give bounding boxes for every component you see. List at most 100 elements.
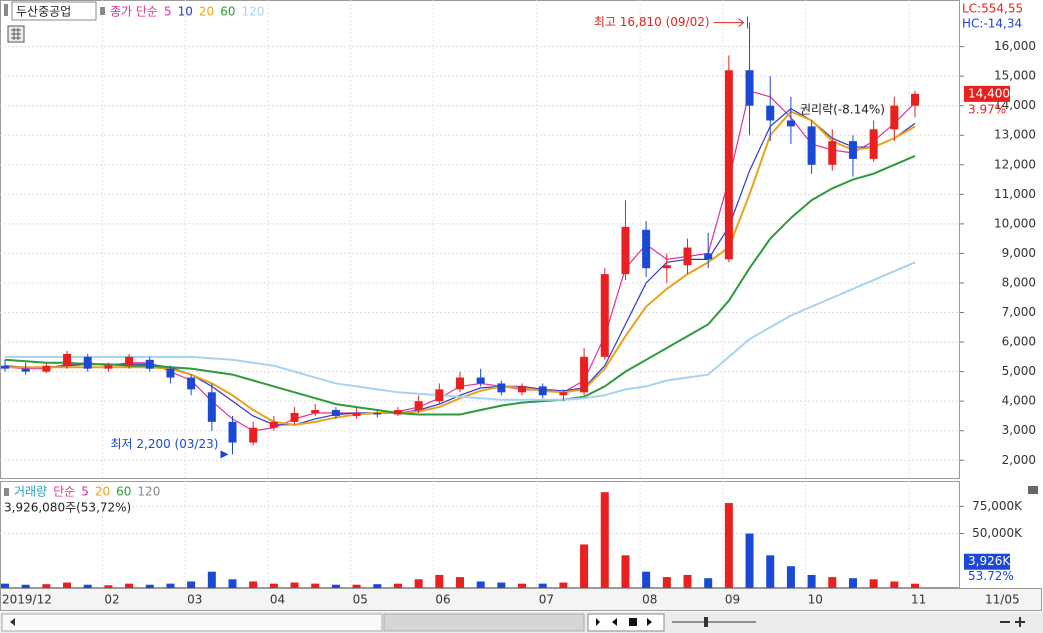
- candle-body: [456, 377, 464, 390]
- grid-icon-lines: [11, 28, 21, 40]
- volume-bar: [476, 581, 485, 588]
- ma-line: [5, 110, 916, 426]
- candle-body: [42, 365, 51, 372]
- volume-bar: [125, 583, 134, 588]
- candle-body: [311, 410, 320, 413]
- x-tick-label: 2019/12: [2, 593, 52, 607]
- scroll-left[interactable]: [10, 618, 15, 626]
- y-tick-label: 7,000: [1002, 305, 1036, 319]
- change-label: 3.97%: [968, 102, 1006, 116]
- candle-body: [228, 421, 237, 443]
- candle-body: [828, 141, 837, 165]
- volume-bar: [538, 583, 547, 588]
- candle-body: [83, 356, 92, 369]
- volume-bar: [207, 571, 216, 588]
- volume-bar: [352, 584, 361, 588]
- candle-body: [662, 265, 671, 269]
- legend-entry: 거래량: [14, 485, 47, 499]
- volume-bar: [83, 584, 92, 588]
- candle-body: [683, 247, 692, 266]
- lc-label: LC:554,55: [962, 2, 1023, 16]
- stock-marker: [4, 4, 8, 16]
- candle-body: [621, 226, 630, 275]
- candle-body: [580, 356, 589, 393]
- volume-bar: [311, 583, 320, 588]
- candle-body: [63, 353, 72, 366]
- y-tick-label: 3,000: [1002, 423, 1036, 437]
- volume-bar: [187, 581, 196, 588]
- candle-body: [704, 253, 713, 260]
- volume-tag: [964, 553, 1010, 570]
- candle-body: [476, 377, 485, 384]
- nav-forward[interactable]: [647, 618, 652, 626]
- candle-body: [290, 412, 299, 422]
- nav-box[interactable]: [587, 613, 665, 632]
- candle-body: [414, 401, 423, 411]
- candle-body: [249, 427, 258, 443]
- volume-bar: [290, 582, 299, 588]
- volume-bar: [724, 503, 733, 588]
- candle-body: [125, 356, 134, 366]
- volume-bar: [331, 584, 340, 588]
- volume-bar: [249, 581, 258, 588]
- volume-bar: [1, 583, 9, 588]
- ma-line: [4, 155, 916, 416]
- y-tick-label: 15,000: [994, 69, 1036, 83]
- high-annotation: 최고 16,810 (09/02): [594, 15, 710, 29]
- x-tick-label: 09: [725, 593, 740, 607]
- legend-entry: 120: [241, 5, 264, 19]
- volume-bar: [745, 533, 754, 588]
- candle-body: [911, 93, 919, 106]
- low-annotation: 최저 2,200 (03/23): [110, 437, 218, 451]
- stock-name[interactable]: 두산중공업: [16, 5, 71, 19]
- volume-bar: [621, 555, 630, 588]
- nav-stop[interactable]: [629, 618, 637, 626]
- zoom-in[interactable]: [1015, 617, 1025, 627]
- scrollbar[interactable]: [1, 613, 383, 632]
- candle-body: [848, 141, 857, 159]
- volume-bar: [662, 577, 671, 588]
- stock-box[interactable]: [11, 1, 97, 21]
- volume-bar: [456, 577, 464, 588]
- candle-body: [807, 126, 816, 165]
- legend-entry: 60: [116, 485, 131, 499]
- nav-next[interactable]: [596, 618, 600, 626]
- volume-summary: 3,926,080주(53,72%): [4, 501, 131, 515]
- volume-bar: [683, 574, 692, 588]
- y-tick-label: 8,000: [1002, 275, 1036, 289]
- volume-bar: [911, 583, 919, 588]
- volume-bar: [373, 584, 382, 588]
- volume-bar: [414, 579, 423, 588]
- volume-bar: [228, 579, 237, 588]
- x-tick-label: 07: [539, 593, 554, 607]
- candle-body: [600, 274, 609, 357]
- legend-entry: 5: [164, 5, 172, 19]
- legend-entry: 단순: [53, 485, 75, 499]
- price-tag-label: 14,400: [968, 86, 1010, 100]
- panel-button[interactable]: [1028, 486, 1038, 494]
- candle-body: [187, 377, 196, 390]
- x-tick-label: 04: [270, 593, 285, 607]
- x-tick-label: 02: [104, 593, 119, 607]
- legend-entry: 20: [199, 5, 214, 19]
- volume-tag-label: 3,926K: [968, 554, 1011, 568]
- volume-ratio: 53.72%: [968, 569, 1014, 583]
- x-tick-label: 06: [435, 593, 450, 607]
- candle-body: [745, 70, 754, 106]
- candle-body: [497, 383, 506, 393]
- y-tick-label: 5,000: [1002, 364, 1036, 378]
- x-tick-label: 03: [187, 593, 202, 607]
- legend-entry: 10: [178, 5, 193, 19]
- y-tick-label: 4,000: [1002, 394, 1036, 408]
- legend-entry: 120: [137, 485, 160, 499]
- volume-bar: [393, 583, 402, 588]
- zoom-handle[interactable]: [704, 617, 708, 627]
- x-tick-label: 10: [808, 593, 823, 607]
- volume-bar: [518, 583, 527, 588]
- scroll-thumb[interactable]: [383, 613, 585, 632]
- y-tick-label: 10,000: [994, 216, 1036, 230]
- volume-bar: [559, 582, 568, 588]
- candle-body: [21, 368, 30, 372]
- nav-rewind[interactable]: [612, 618, 617, 626]
